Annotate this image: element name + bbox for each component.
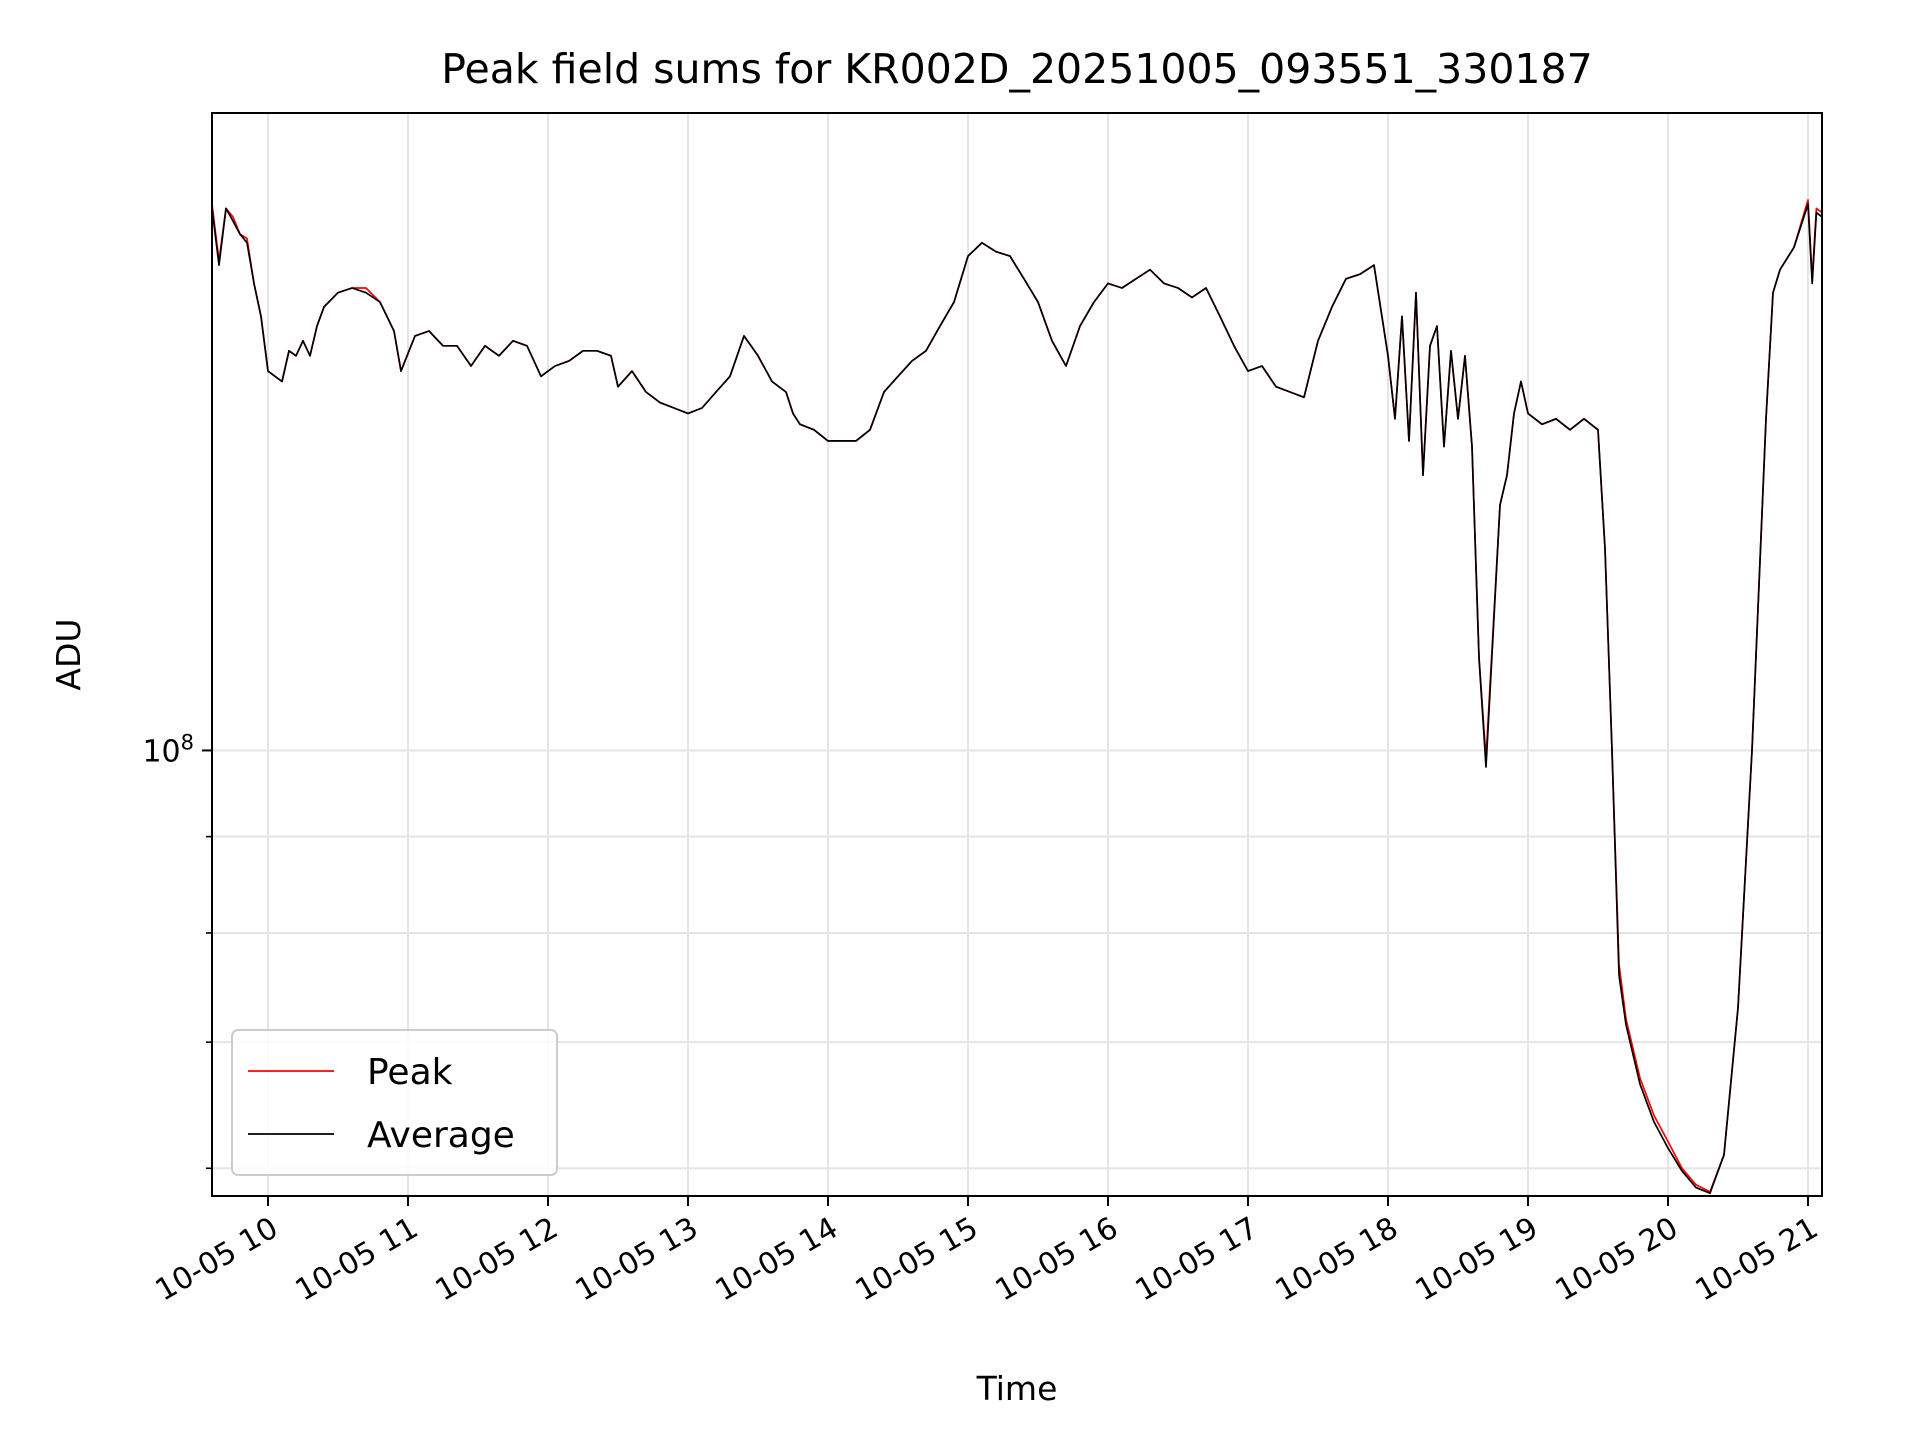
plot-frame — [211, 112, 1823, 1197]
legend: Peak Average — [231, 1029, 558, 1176]
y-tick-base: 10 — [142, 734, 180, 769]
legend-box — [231, 1029, 558, 1176]
y-axis-label: ADU — [49, 618, 88, 690]
series-layer — [212, 199, 1822, 1195]
legend-label-average: Average — [367, 1115, 515, 1156]
y-tick-label: 108 — [142, 730, 194, 769]
series-line-average — [212, 203, 1822, 1195]
x-axis-label: Time — [976, 1369, 1058, 1408]
chart-title: Peak field sums for KR002D_20251005_0935… — [441, 45, 1592, 93]
legend-label-peak: Peak — [367, 1052, 453, 1093]
y-tick-exponent: 8 — [181, 730, 194, 754]
grid — [212, 113, 1822, 1196]
